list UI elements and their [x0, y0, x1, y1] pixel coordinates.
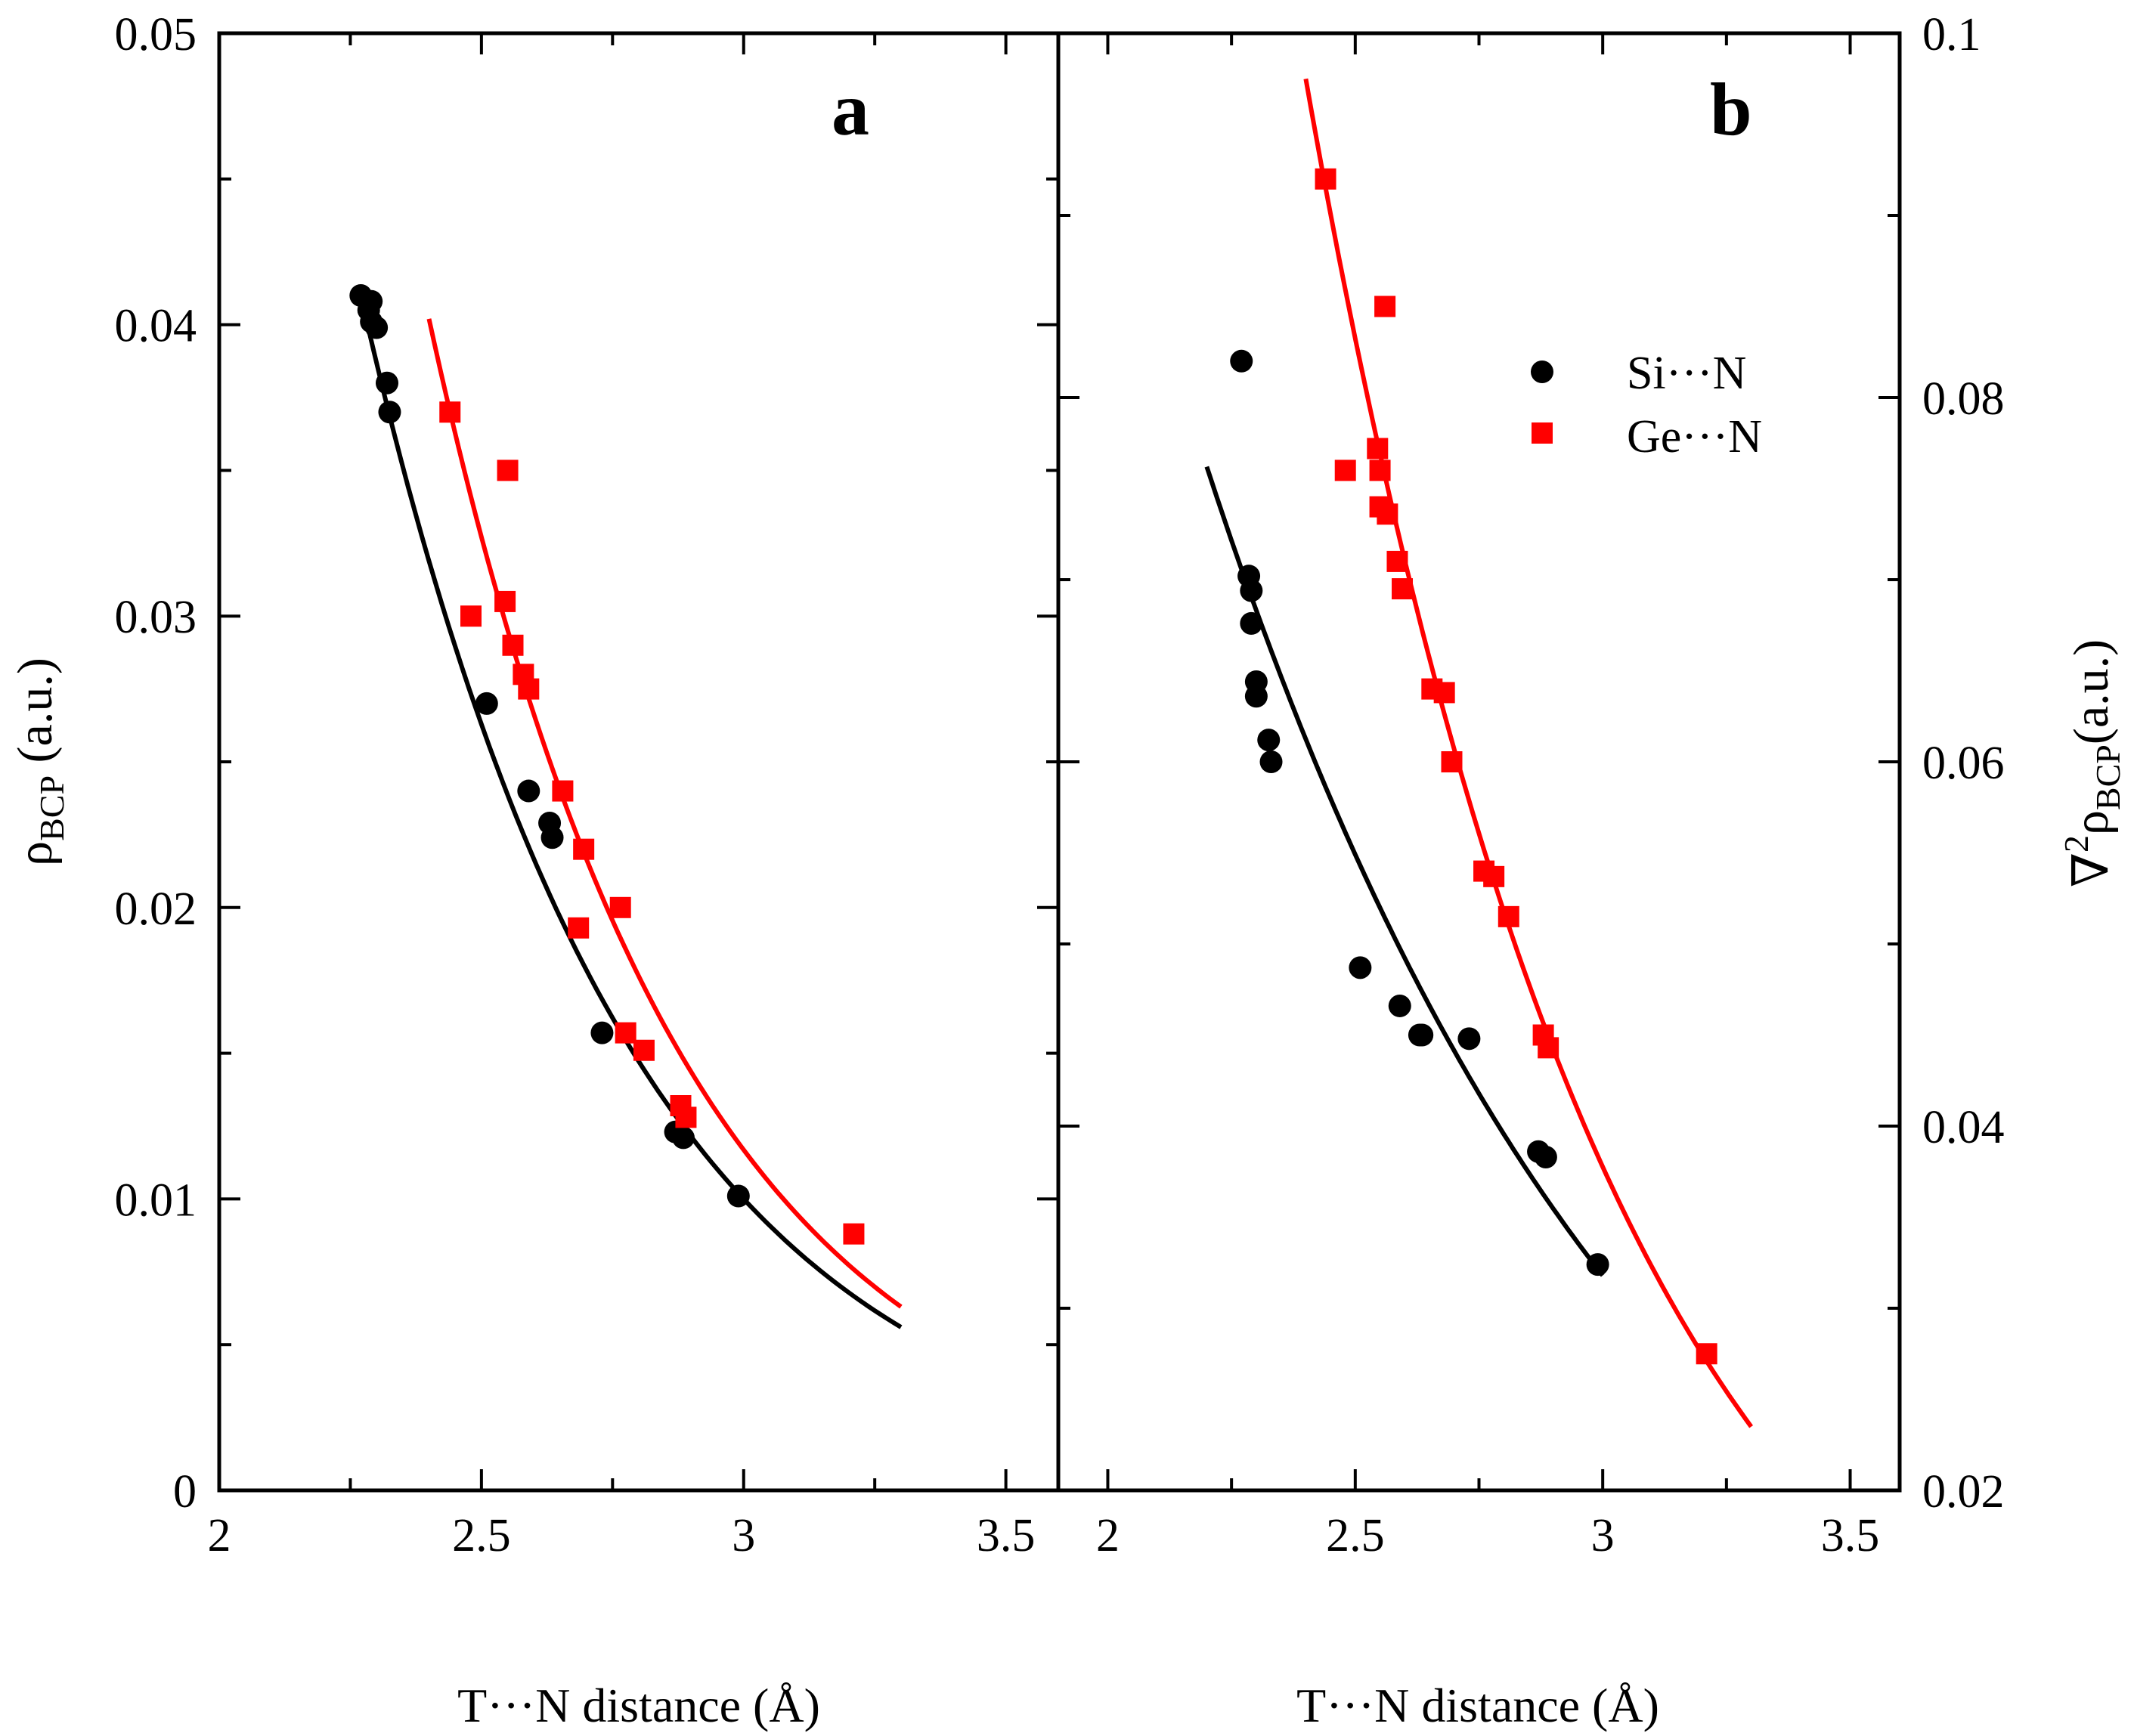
- data-point: [1483, 865, 1505, 887]
- data-point: [460, 605, 482, 627]
- data-point: [475, 692, 498, 715]
- data-point: [609, 896, 631, 918]
- y-tick-label: 0.05: [115, 9, 197, 60]
- x-tick-label: 2.5: [1326, 1510, 1385, 1561]
- x-tick-label: 3: [1591, 1510, 1615, 1561]
- x-tick-label: 2: [208, 1510, 231, 1561]
- data-point: [671, 1126, 695, 1150]
- data-point: [1240, 579, 1263, 602]
- panel-b-label: b: [1710, 67, 1752, 151]
- data-point: [365, 316, 389, 339]
- data-point: [843, 1223, 865, 1245]
- panel-b-points: [1230, 168, 1717, 1365]
- data-point: [1349, 956, 1372, 979]
- data-point: [615, 1022, 636, 1044]
- data-point: [1392, 578, 1414, 600]
- data-point: [518, 678, 540, 700]
- data-point: [1259, 750, 1283, 773]
- legend-si-marker: [1531, 361, 1553, 383]
- data-point: [1244, 685, 1268, 708]
- data-point: [1334, 460, 1356, 481]
- panel-b-ticks: 2 2.5 3 3.5 0.02 0.04 0.06 0.08 0.1: [1058, 9, 2005, 1561]
- data-point: [378, 401, 401, 424]
- legend-ge-marker: [1532, 422, 1553, 444]
- y-tick-label: 0.01: [115, 1174, 197, 1226]
- panel-a-points: [349, 284, 865, 1245]
- data-point: [1534, 1145, 1557, 1168]
- data-point: [590, 1021, 614, 1044]
- data-point: [633, 1039, 655, 1061]
- data-point: [1457, 1027, 1481, 1051]
- fit-line: [1204, 466, 1605, 1277]
- panel-b: 2 2.5 3 3.5 0.02 0.04 0.06 0.08 0.1 b T···N dist…: [1056, 9, 2127, 1732]
- legend-ge-label: Ge···N: [1627, 411, 1762, 463]
- panel-b-y-axis-title: ∇2ρBCP(a.u.): [2057, 639, 2127, 887]
- data-point: [1374, 296, 1396, 317]
- y-tick-label: 0: [173, 1466, 197, 1518]
- data-point: [439, 401, 461, 423]
- data-point: [1369, 460, 1391, 481]
- data-point: [568, 917, 590, 939]
- panel-b-x-axis-title: T···N distance (Å): [1296, 1679, 1659, 1732]
- data-point: [1498, 905, 1519, 927]
- data-point: [1411, 1023, 1434, 1047]
- y-tick-label: 0.02: [115, 883, 197, 935]
- data-point: [1586, 1253, 1609, 1276]
- y-tick-label: 0.02: [1922, 1466, 2005, 1518]
- data-point: [1388, 994, 1411, 1017]
- legend-si-label: Si···N: [1627, 348, 1746, 399]
- data-point: [675, 1106, 697, 1128]
- data-point: [573, 838, 595, 860]
- x-tick-label: 3.5: [1821, 1510, 1880, 1561]
- data-point: [1240, 611, 1263, 635]
- y-tick-label: 0.06: [1922, 738, 2005, 789]
- data-point: [1538, 1037, 1559, 1059]
- data-point: [1433, 682, 1455, 704]
- data-point: [1386, 550, 1408, 572]
- x-tick-label: 2.5: [452, 1510, 511, 1561]
- y-tick-label: 0.04: [115, 301, 197, 352]
- data-point: [1377, 503, 1398, 525]
- data-point: [1257, 729, 1281, 752]
- data-point: [552, 780, 574, 802]
- data-point: [1696, 1343, 1717, 1365]
- data-point: [540, 826, 564, 849]
- panel-a: 2 2.5 3 3.5 0 0.01 0.02 0.03 0.04 0.05 a T···N di…: [8, 9, 1061, 1732]
- panel-a-fit-lines: [358, 295, 903, 1329]
- panel-a-y-axis-title: ρBCP (a.u.): [8, 658, 71, 866]
- legend: Si···N Ge···N: [1531, 348, 1762, 463]
- panel-a-ticks: 2 2.5 3 3.5 0 0.01 0.02 0.03 0.04 0.05: [115, 9, 1058, 1561]
- data-point: [502, 634, 524, 656]
- data-point: [517, 779, 540, 803]
- data-point: [726, 1184, 750, 1208]
- y-tick-label: 0.08: [1922, 373, 2005, 425]
- y-tick-label: 0.04: [1922, 1102, 2005, 1153]
- panel-a-x-axis-title: T···N distance (Å): [457, 1679, 820, 1732]
- data-point: [494, 590, 516, 612]
- data-point: [1230, 349, 1253, 373]
- y-tick-label: 0.03: [115, 592, 197, 643]
- data-point: [1367, 438, 1389, 460]
- data-point: [1441, 751, 1463, 772]
- y-tick-label: 0.1: [1922, 9, 1981, 60]
- x-tick-label: 3: [732, 1510, 755, 1561]
- data-point: [497, 460, 519, 481]
- data-point: [1315, 168, 1336, 190]
- data-point: [376, 371, 398, 395]
- fit-line: [426, 318, 903, 1309]
- panel-a-label: a: [832, 67, 869, 151]
- data-point: [360, 289, 383, 313]
- x-tick-label: 2: [1096, 1510, 1120, 1561]
- fit-line: [358, 295, 903, 1329]
- x-tick-label: 3.5: [977, 1510, 1036, 1561]
